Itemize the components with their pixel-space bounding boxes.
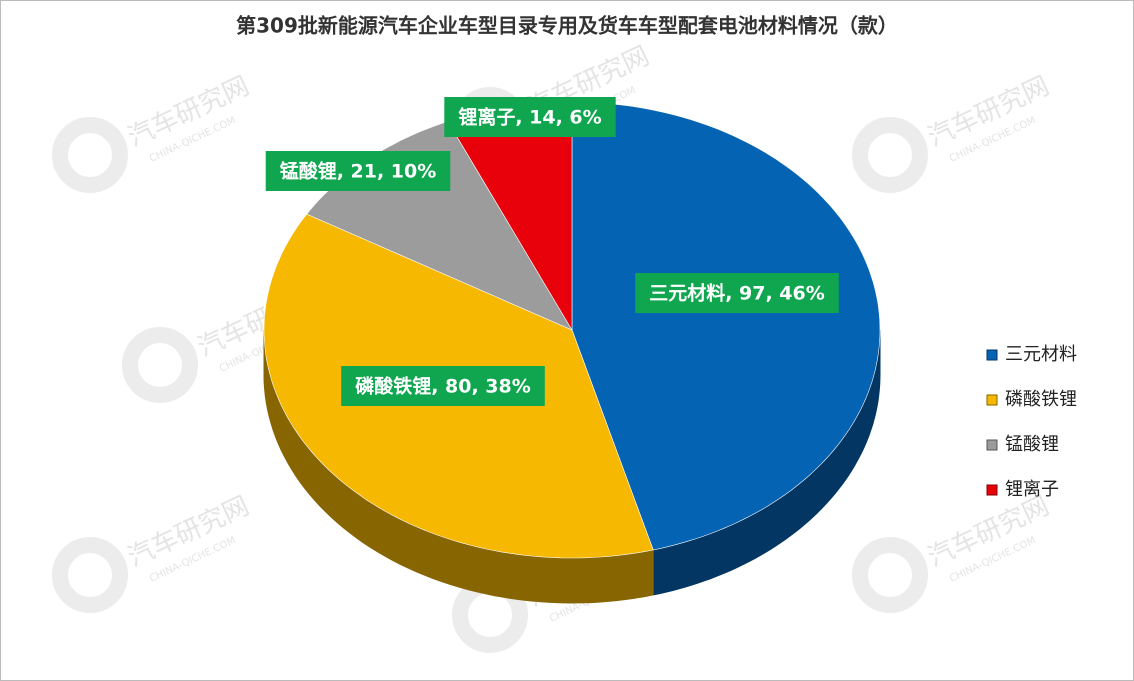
watermark-logo xyxy=(852,537,928,613)
data-label: 锰酸锂, 21, 10% xyxy=(280,160,437,183)
legend-label: 磷酸铁锂 xyxy=(1005,389,1077,410)
data-label-box xyxy=(635,273,839,313)
data-label: 三元材料, 97, 46% xyxy=(649,282,825,305)
legend-label: 三元材料 xyxy=(1005,344,1077,365)
slice xyxy=(571,101,881,551)
data-label-box xyxy=(444,97,616,137)
legend-label: 锰酸锂 xyxy=(1005,434,1059,455)
data-label: 磷酸铁锂, 80, 38% xyxy=(355,375,531,398)
data-label: 锂离子, 14, 6% xyxy=(458,106,601,129)
watermark-logo xyxy=(52,537,128,613)
data-labels: 三元材料, 97, 46% 磷酸铁锂, 80, 38% 锰酸锂, 21, 10% 锂离… xyxy=(265,97,839,406)
watermark-logo xyxy=(852,117,928,193)
watermark-logo xyxy=(122,327,198,403)
legend-marker xyxy=(986,394,998,406)
legend-marker xyxy=(986,439,998,451)
data-label-box xyxy=(341,366,545,406)
legend-marker xyxy=(986,349,998,361)
legend-marker xyxy=(986,484,998,496)
chart-title: 第309批新能源汽车企业车型目录专用及货车车型配套电池材料情况（款） xyxy=(236,14,898,38)
data-label-box xyxy=(265,151,451,191)
legend-label: 锂离子 xyxy=(1005,479,1059,500)
watermark-logo xyxy=(52,117,128,193)
